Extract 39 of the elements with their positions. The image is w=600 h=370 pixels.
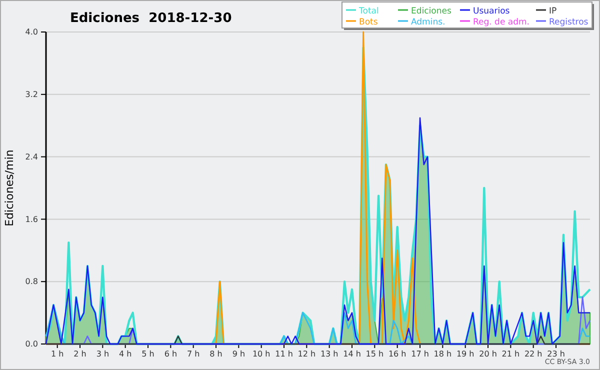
legend-label: Admins. [411, 18, 446, 28]
legend-label: Usuarios [473, 6, 510, 16]
x-tick-label: 3 h [96, 350, 110, 359]
x-tick-label: 10 h [252, 350, 270, 359]
legend-label: Ediciones [411, 6, 452, 16]
x-tick-label: 14 h [343, 350, 361, 359]
x-tick-label: 18 h [434, 350, 452, 359]
x-tick-label: 2 h [74, 350, 86, 359]
y-tick-label: 3.2 [25, 90, 38, 99]
x-tick-label: 8 h [210, 350, 222, 359]
y-tick-label: 2.4 [25, 152, 38, 162]
x-tick-label: 9 h [232, 350, 246, 359]
legend-label: IP [549, 6, 557, 16]
x-tick-label: 1 h [50, 350, 64, 359]
y-tick-label: 0.0 [25, 340, 38, 349]
y-tick-label: 0.8 [25, 277, 38, 286]
legend-label: Reg. de adm. [473, 18, 530, 28]
chart-title: Ediciones 2018-12-30 [70, 11, 232, 26]
x-tick-label: 16 h [388, 350, 406, 359]
x-tick-label: 15 h [366, 350, 384, 359]
x-tick-label: 21 h [502, 350, 520, 359]
x-tick-label: 13 h [320, 350, 338, 359]
x-tick-label: 5 h [142, 350, 154, 359]
y-tick-label: 4.0 [25, 28, 38, 37]
y-axis-title: Ediciones/min [3, 150, 16, 226]
legend-label: Bots [359, 18, 378, 28]
x-tick-label: 20 h [479, 350, 497, 359]
x-tick-label: 22 h [524, 350, 542, 359]
x-tick-label: 4 h [118, 350, 132, 359]
y-tick-label: 1.6 [25, 214, 38, 224]
x-tick-label: 7 h [186, 350, 200, 359]
x-tick-label: 11 h [275, 350, 293, 359]
legend-label: Registros [549, 18, 589, 28]
legend-label: Total [358, 6, 379, 16]
x-tick-label: 17 h [411, 350, 429, 359]
x-tick-label: 6 h [164, 350, 178, 359]
x-tick-label: 23 h [547, 350, 565, 359]
x-tick-label: 19 h [456, 350, 474, 359]
x-tick-label: 12 h [298, 350, 316, 359]
